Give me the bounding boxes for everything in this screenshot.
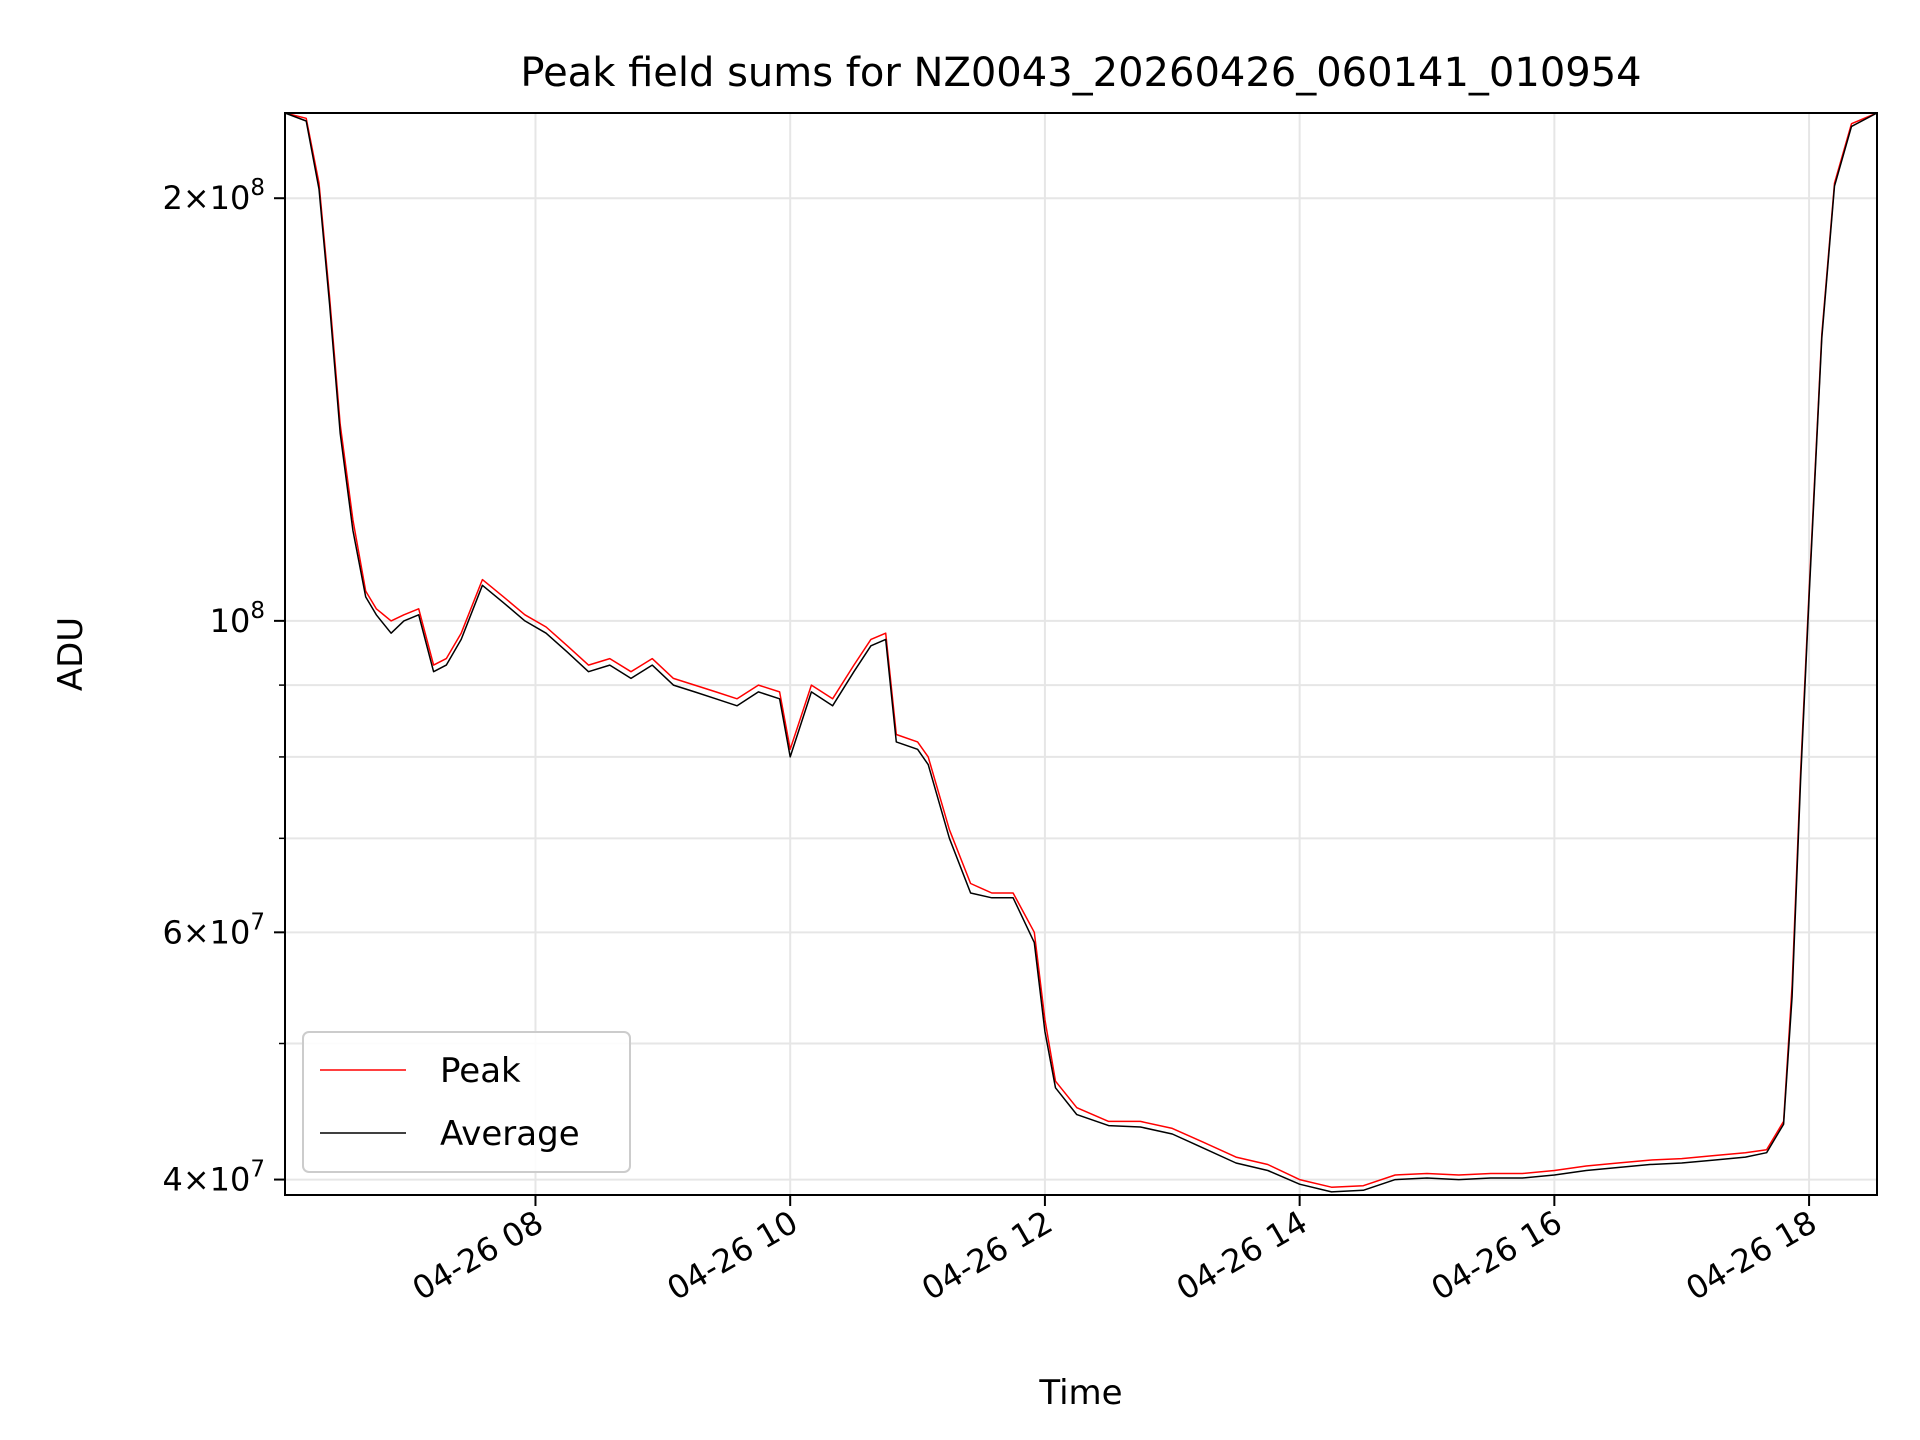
series-line-peak — [284, 112, 1878, 1188]
series-line-average — [284, 112, 1878, 1193]
legend-label-peak: Peak — [440, 1051, 521, 1091]
x-axis-title: Time — [1038, 1373, 1122, 1413]
plot-frame — [284, 112, 1878, 1196]
y-tick-label: 108 — [210, 598, 265, 640]
y-tick-label: 4×107 — [162, 1157, 265, 1199]
y-tick-label: 6×107 — [162, 909, 265, 951]
legend: Peak Average — [302, 1031, 631, 1173]
grid — [285, 113, 1877, 1195]
y-tick-label: 2×108 — [162, 175, 265, 217]
legend-box — [302, 1031, 631, 1173]
plot-area — [284, 112, 1878, 1193]
y-axis-title: ADU — [51, 617, 91, 691]
legend-label-average: Average — [440, 1114, 580, 1154]
chart-title: Peak field sums for NZ0043_20260426_0601… — [520, 50, 1641, 96]
